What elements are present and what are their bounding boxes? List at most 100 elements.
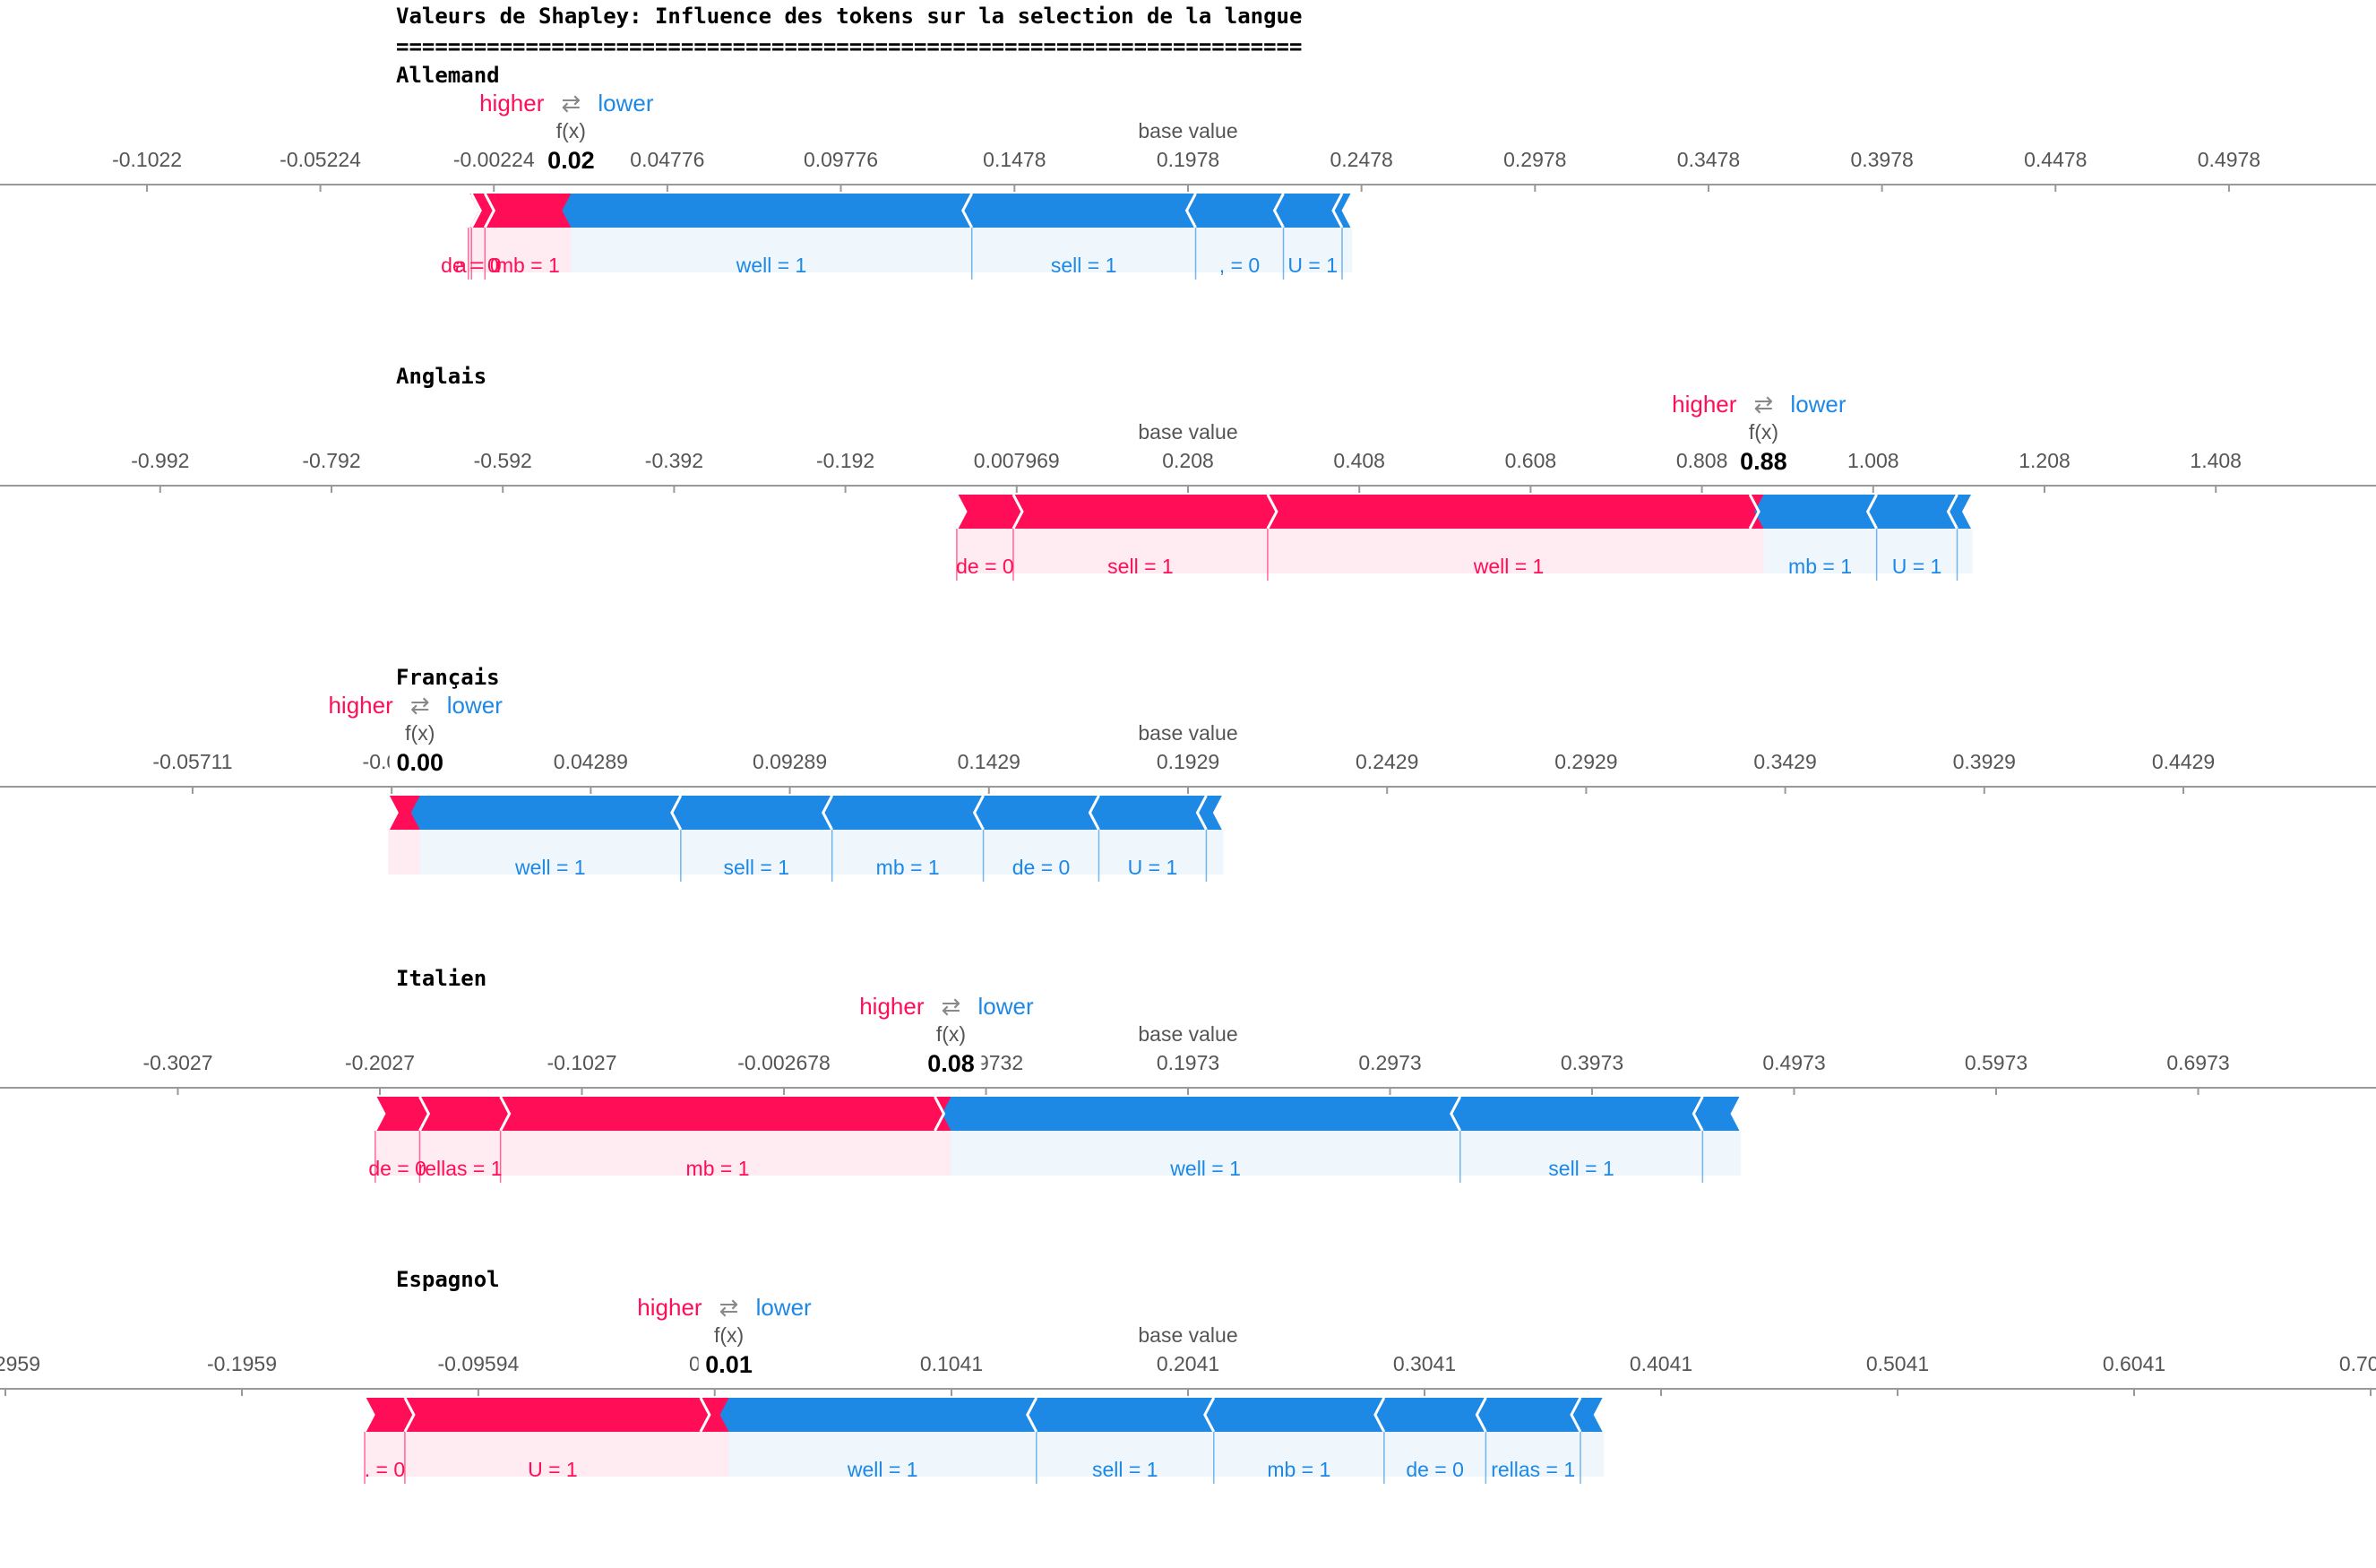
positive-shadow [374,1131,420,1176]
segment-separator [1184,193,1197,228]
legend-higher: higher [328,692,393,719]
x-tick-label: -0.3027 [142,1051,212,1074]
positive-feature-label: a = 0 [455,254,502,277]
x-tick-label: -0.1027 [547,1051,616,1074]
negative-shadow [728,1432,1037,1477]
x-tick-label: 0.09776 [804,148,878,171]
force-plot-panel-4: Espagnol -0.2959-0.1959-0.095940.0040.10… [0,1267,2376,1568]
force-plot-panel-2: Français -0.05711-0.0070.042890.092890.1… [0,665,2376,966]
panel-title: Espagnol [396,1267,500,1292]
positive-shadow [485,228,572,272]
segment-separator [467,193,479,228]
segment-separator [670,795,683,831]
negative-shadow [831,830,984,874]
negative-segment [942,1097,1460,1131]
segment-separator [934,1096,946,1132]
x-tick-label: -0.992 [131,449,189,472]
force-plot-chart: -0.992 -0.792 -0.592 -0.392 -0.192 0.007969 0.… [0,391,2376,581]
positive-segment [1267,495,1760,529]
segment-separator [1593,1397,1606,1433]
negative-feature-label: mb = 1 [1788,555,1852,578]
negative-feature-label: sell = 1 [1051,254,1117,277]
legend-lower: lower [447,692,503,719]
legend-higher: higher [1672,391,1737,418]
segment-separator [972,795,985,831]
force-plot-layer: -0.992 -0.792 -0.592 -0.392 -0.192 0.007969 0.… [0,391,2376,581]
negative-segment [410,796,681,830]
positive-feature-label: de = 0 [441,254,499,277]
segment-separator [1195,795,1208,831]
negative-shadow [571,228,972,272]
positive-shadow [468,228,472,272]
negative-shadow [1098,830,1207,874]
fx-value: 0.00 [396,749,443,776]
positive-shadow [956,529,1013,573]
negative-shadow [1485,1432,1580,1477]
fx-value-background [698,1349,760,1378]
negative-feature-label: sell = 1 [1548,1157,1614,1180]
negative-shadow [419,830,681,874]
negative-shadow [1283,228,1342,272]
x-tick-label: 0.09289 [753,750,827,773]
negative-segment [1204,1398,1384,1432]
positive-shadow [419,1131,501,1176]
force-plot-chart: -0.1022 -0.05224 -0.00224 0.04776 0.09776 0.1… [0,90,2376,280]
x-tick-label: 0.3041 [1393,1352,1456,1375]
x-tick-label: 0.2478 [1330,148,1392,171]
x-tick-label: -0.2027 [345,1051,415,1074]
positive-feature-label: sell = 1 [1107,555,1174,578]
negative-segment [1451,1097,1703,1131]
positive-feature-label: de = 0 [368,1157,426,1180]
segment-separator [1266,494,1278,530]
force-plot-panel-0: Allemand -0.1022 -0.05224 -0.00224 0.04776 0… [0,63,2376,364]
legend-arrow-icon: ⇄ [410,692,430,719]
negative-segment [1274,194,1342,228]
negative-feature-label: well = 1 [1169,1157,1241,1180]
negative-segment [974,796,1099,830]
force-plot-chart: -0.3027 -0.2027 -0.1027 -0.002678 0.09732 0.1… [0,993,2376,1183]
negative-feature-label: well = 1 [514,856,586,879]
title-underline: ========================================… [396,34,1303,59]
negative-segment [671,796,832,830]
negative-segment [1693,1097,1742,1131]
legend-lower: lower [977,993,1033,1020]
x-tick-label: 0.2929 [1554,750,1617,773]
negative-segment [562,194,972,228]
fx-value-background [389,747,451,776]
force-plot-layer: -0.3027 -0.2027 -0.1027 -0.002678 0.09732 0.1… [0,993,2376,1183]
negative-segment [1089,796,1207,830]
positive-feature-label: de = 0 [956,555,1014,578]
x-tick-label: 1.008 [1847,449,1899,472]
x-tick-label: 0.808 [1676,449,1728,472]
segment-separator [1203,1397,1216,1433]
negative-shadow [983,830,1099,874]
segment-separator [1475,1397,1487,1433]
legend-lower: lower [598,90,653,116]
positive-shadow [1267,529,1751,573]
negative-segment [1867,495,1958,529]
x-tick-label: -0.00224 [453,148,535,171]
negative-segment [1754,495,1877,529]
x-tick-label: -0.05711 [152,750,232,773]
negative-shadow [951,1131,1460,1176]
segment-separator [1865,494,1878,530]
negative-segment [1948,495,1973,529]
force-plot-panel-3: Italien -0.3027 -0.2027 -0.1027 -0.002678 0.… [0,966,2376,1267]
negative-shadow [1957,529,1973,573]
fx-value-background [1733,446,1795,475]
x-tick-label: 0.6041 [2103,1352,2165,1375]
x-tick-label: 0.4041 [1630,1352,1692,1375]
negative-shadow [1876,529,1958,573]
segment-separator [386,795,399,831]
segment-separator [1692,1096,1704,1132]
force-plot-layer: -0.2959-0.1959-0.095940.0040.10410.20410… [0,1294,2376,1484]
negative-shadow [1459,1131,1703,1176]
positive-shadow [471,228,486,272]
panel-title: Français [396,665,500,690]
x-tick-label: 0.3429 [1753,750,1816,773]
negative-feature-label: sell = 1 [724,856,790,879]
fx-value-background [920,1048,982,1077]
base-value-label: base value [1138,420,1237,444]
x-tick-label: 0.2041 [1157,1352,1219,1375]
segment-separator [1730,1096,1743,1132]
